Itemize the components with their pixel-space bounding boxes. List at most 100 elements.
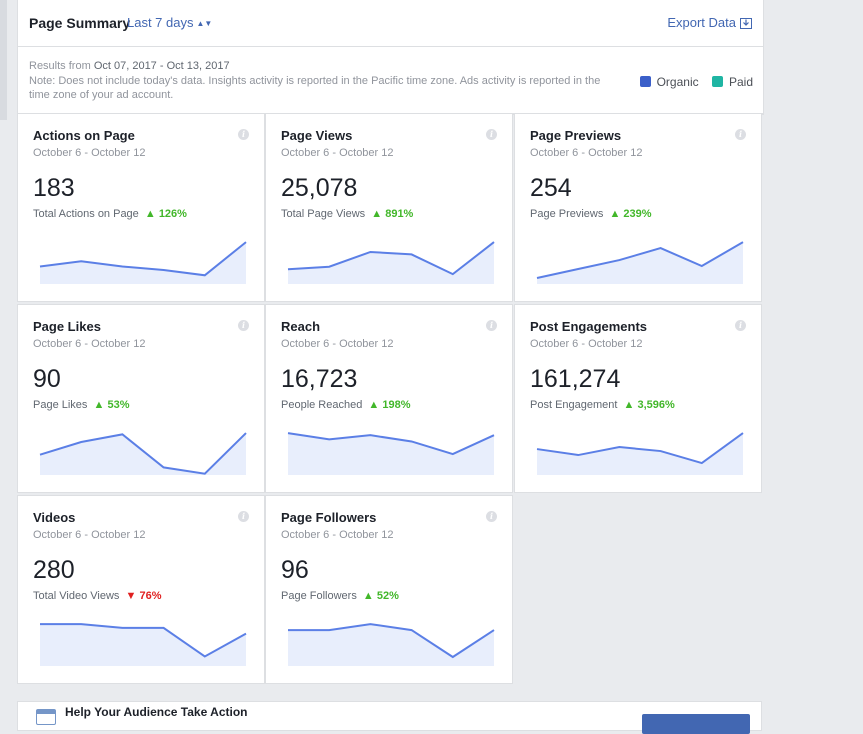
card-value: 90	[33, 365, 61, 393]
card-title: Videos	[33, 510, 76, 525]
card-title: Post Engagements	[530, 319, 648, 334]
legend-item-paid: Paid	[711, 75, 753, 89]
card-title: Reach	[281, 319, 321, 334]
info-icon[interactable]: i	[735, 320, 746, 331]
metric-card-actions-on-page[interactable]: Actions on Page i October 6 - October 12…	[17, 113, 265, 302]
card-subtitle: Total Video Views ▼ 76%	[33, 590, 161, 602]
sparkline-chart	[40, 623, 247, 666]
sparkline-area	[40, 433, 246, 475]
sparkline-line	[40, 623, 247, 658]
card-subtitle: Post Engagement ▲ 3,596%	[530, 399, 675, 411]
date-range-dropdown[interactable]: Last 7 days ▲▼	[127, 15, 212, 30]
card-sub-label: Page Followers	[281, 590, 357, 602]
organic-swatch	[639, 76, 651, 87]
change-percent: 3,596%	[637, 399, 675, 411]
left-edge-bar	[0, 0, 7, 120]
change-up: ▲ 53%	[93, 399, 130, 411]
sparkline-line	[39, 241, 247, 277]
card-value: 254	[530, 174, 572, 202]
info-icon[interactable]: i	[238, 511, 249, 522]
results-range-text: Results from Oct 07, 2017 - Oct 13, 2017	[29, 60, 230, 72]
date-range-label: Last 7 days	[127, 15, 194, 30]
timezone-note: Note: Does not include today's data. Ins…	[29, 75, 601, 101]
card-subtitle: People Reached ▲ 198%	[281, 399, 411, 411]
metric-card-reach[interactable]: Reach i October 6 - October 12 16,723 Pe…	[265, 304, 513, 493]
metric-card-page-likes[interactable]: Page Likes i October 6 - October 12 90 P…	[17, 304, 265, 493]
results-prefix: Results from	[29, 60, 91, 72]
card-sub-label: Total Page Views	[281, 208, 366, 220]
card-dates: October 6 - October 12	[530, 338, 643, 350]
change-up: ▲ 52%	[362, 590, 399, 602]
info-icon[interactable]: i	[238, 129, 249, 140]
change-percent: 53%	[107, 399, 130, 411]
info-icon[interactable]: i	[486, 320, 497, 331]
card-dates: October 6 - October 12	[281, 529, 394, 541]
card-sub-label: Total Actions on Page	[33, 208, 139, 220]
card-title: Page Views	[281, 128, 353, 143]
sparkline-area	[40, 624, 246, 666]
sparkline-chart	[39, 432, 247, 475]
sparkline-line	[287, 432, 495, 456]
sparkline-chart	[536, 241, 744, 284]
sparkline-chart	[287, 241, 495, 284]
metric-card-page-previews[interactable]: Page Previews i October 6 - October 12 2…	[514, 113, 762, 302]
card-dates: October 6 - October 12	[281, 338, 394, 350]
results-range: Oct 07, 2017 - Oct 13, 2017	[93, 60, 230, 72]
sparkline-line	[39, 432, 247, 475]
download-icon	[740, 18, 752, 29]
metric-card-videos[interactable]: Videos i October 6 - October 12 280 Tota…	[17, 495, 265, 684]
card-subtitle: Total Page Views ▲ 891%	[281, 208, 413, 220]
export-data-label: Export Data	[667, 15, 736, 30]
info-icon[interactable]: i	[735, 129, 746, 140]
change-percent: 891%	[385, 208, 414, 220]
card-subtitle: Page Followers ▲ 52%	[281, 590, 399, 602]
change-up: ▲ 891%	[371, 208, 414, 220]
change-down: ▼ 76%	[125, 590, 162, 602]
sparkline-area	[288, 242, 494, 284]
page-title: Page Summary	[29, 15, 131, 31]
card-sub-label: Total Video Views	[33, 590, 120, 602]
sparkline-line	[536, 241, 744, 279]
metric-card-page-followers[interactable]: Page Followers i October 6 - October 12 …	[265, 495, 513, 684]
sparkline-area	[537, 242, 743, 284]
sparkline-area	[537, 433, 743, 475]
card-dates: October 6 - October 12	[281, 147, 394, 159]
card-title: Page Previews	[530, 128, 622, 143]
card-dates: October 6 - October 12	[33, 338, 146, 350]
call-to-action-button[interactable]	[642, 714, 750, 734]
change-up: ▲ 198%	[368, 399, 411, 411]
card-value: 96	[281, 556, 309, 584]
sparkline-line	[288, 623, 495, 659]
sparkline-chart	[536, 432, 744, 475]
metric-card-page-views[interactable]: Page Views i October 6 - October 12 25,0…	[265, 113, 513, 302]
card-dates: October 6 - October 12	[530, 147, 643, 159]
card-value: 161,274	[530, 365, 621, 393]
sort-arrows-icon: ▲▼	[196, 19, 213, 28]
call-to-action-icon	[36, 709, 56, 725]
card-sub-label: People Reached	[281, 399, 363, 411]
change-up: ▲ 3,596%	[623, 399, 675, 411]
card-subtitle: Page Likes ▲ 53%	[33, 399, 129, 411]
legend-label-organic: Organic	[656, 75, 699, 89]
date-note: Results from Oct 07, 2017 - Oct 13, 2017…	[18, 47, 763, 114]
info-icon[interactable]: i	[486, 129, 497, 140]
metric-card-post-engagements[interactable]: Post Engagements i October 6 - October 1…	[514, 304, 762, 493]
sparkline-area	[40, 242, 246, 284]
export-data-link[interactable]: Export Data	[667, 15, 752, 30]
card-value: 183	[33, 174, 75, 202]
metrics-grid: Actions on Page i October 6 - October 12…	[17, 113, 762, 685]
sparkline-chart	[287, 432, 495, 475]
change-up: ▲ 239%	[609, 208, 652, 220]
card-dates: October 6 - October 12	[33, 147, 146, 159]
sparkline-chart	[288, 623, 495, 666]
legend-item-organic: Organic	[639, 75, 699, 89]
card-title: Actions on Page	[33, 128, 135, 143]
change-up: ▲ 126%	[144, 208, 187, 220]
help-audience-card: Help Your Audience Take Action	[17, 701, 762, 734]
card-dates: October 6 - October 12	[33, 529, 146, 541]
info-icon[interactable]: i	[238, 320, 249, 331]
card-subtitle: Page Previews ▲ 239%	[530, 208, 652, 220]
change-percent: 76%	[139, 590, 162, 602]
card-subtitle: Total Actions on Page ▲ 126%	[33, 208, 187, 220]
info-icon[interactable]: i	[486, 511, 497, 522]
